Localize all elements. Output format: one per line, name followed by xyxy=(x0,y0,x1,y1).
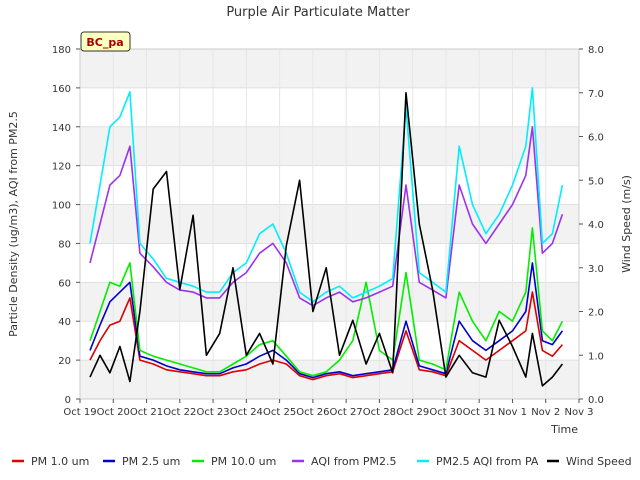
plot-bands xyxy=(80,49,579,399)
legend-label: Wind Speed xyxy=(566,455,632,468)
series-line-3 xyxy=(89,126,564,307)
left-tick-label: 40 xyxy=(58,317,71,328)
right-tick-label: 5.0 xyxy=(588,176,604,187)
x-axis-ticks: Oct 19 Oct 20 Oct 21 Oct 22 Oct 23 Oct 24 Oct … xyxy=(63,399,594,418)
x-tick-label: Oct 21 xyxy=(130,407,163,418)
right-axis-ticks: 0.0 1.0 2.0 3.0 4.0 5.0 6.0 7.0 8.0 xyxy=(579,45,604,406)
left-tick-label: 80 xyxy=(58,239,71,250)
left-tick-label: 100 xyxy=(52,201,71,212)
x-tick-label: Oct 27 xyxy=(330,407,363,418)
right-tick-label: 3.0 xyxy=(588,264,604,275)
legend-label: PM 10.0 um xyxy=(211,455,276,468)
plot-band xyxy=(80,126,579,166)
plot-band xyxy=(80,360,579,399)
series-line-0 xyxy=(89,291,564,381)
legend-label: PM 1.0 um xyxy=(31,455,89,468)
x-tick-label: Oct 28 xyxy=(363,407,396,418)
right-tick-label: 6.0 xyxy=(588,133,604,144)
x-tick-label: Oct 19 xyxy=(63,407,96,418)
x-tick-label: Oct 23 xyxy=(196,407,229,418)
x-tick-label: Oct 25 xyxy=(263,407,296,418)
plot-band xyxy=(80,49,579,88)
x-tick-label: Oct 30 xyxy=(429,407,462,418)
x-tick-label: Oct 22 xyxy=(163,407,196,418)
left-tick-label: 60 xyxy=(58,278,71,289)
left-tick-label: 120 xyxy=(52,162,71,173)
series-layer xyxy=(89,87,564,387)
right-tick-label: 1.0 xyxy=(588,351,604,362)
right-tick-label: 0.0 xyxy=(588,395,604,406)
x-tick-label: Oct 29 xyxy=(396,407,429,418)
plot-band xyxy=(80,204,579,244)
left-tick-label: 20 xyxy=(58,356,71,367)
x-axis-label: Time xyxy=(550,423,578,436)
chart-title: Purple Air Particulate Matter xyxy=(226,5,410,20)
series-line-2 xyxy=(89,227,564,377)
x-tick-label: Oct 24 xyxy=(230,407,263,418)
left-axis-ticks: 0 20 40 60 80 100 120 140 160 180 xyxy=(52,45,80,406)
left-tick-label: 180 xyxy=(52,45,71,56)
right-tick-label: 8.0 xyxy=(588,45,604,56)
left-tick-label: 140 xyxy=(52,123,71,134)
site-label: BC_pa xyxy=(86,36,123,49)
x-tick-label: Nov 1 xyxy=(498,407,527,418)
y-axis-label-right: Wind Speed (m/s) xyxy=(620,175,633,273)
left-tick-label: 160 xyxy=(52,84,71,95)
x-tick-label: Nov 3 xyxy=(564,407,593,418)
x-tick-label: Oct 20 xyxy=(97,407,130,418)
legend-label: PM 2.5 um xyxy=(122,455,180,468)
legend-label: PM2.5 AQI from PA xyxy=(436,455,539,468)
left-tick-label: 0 xyxy=(65,395,71,406)
x-tick-label: Nov 2 xyxy=(531,407,560,418)
site-label-box: BC_pa xyxy=(80,31,131,52)
right-tick-label: 4.0 xyxy=(588,220,604,231)
right-tick-label: 7.0 xyxy=(588,89,604,100)
series-line-1 xyxy=(89,262,564,379)
x-tick-label: Oct 31 xyxy=(463,407,496,418)
series-line-4 xyxy=(89,87,564,303)
legend-label: AQI from PM2.5 xyxy=(311,455,396,468)
series-line-5 xyxy=(89,92,564,387)
x-tick-label: Oct 26 xyxy=(296,407,329,418)
y-axis-label-left: Particle Density (ug/m3), AQI from PM2.5 xyxy=(7,111,20,337)
legend: PM 1.0 um PM 2.5 um PM 10.0 um AQI from PM2… xyxy=(12,455,632,468)
right-tick-label: 2.0 xyxy=(588,308,604,319)
